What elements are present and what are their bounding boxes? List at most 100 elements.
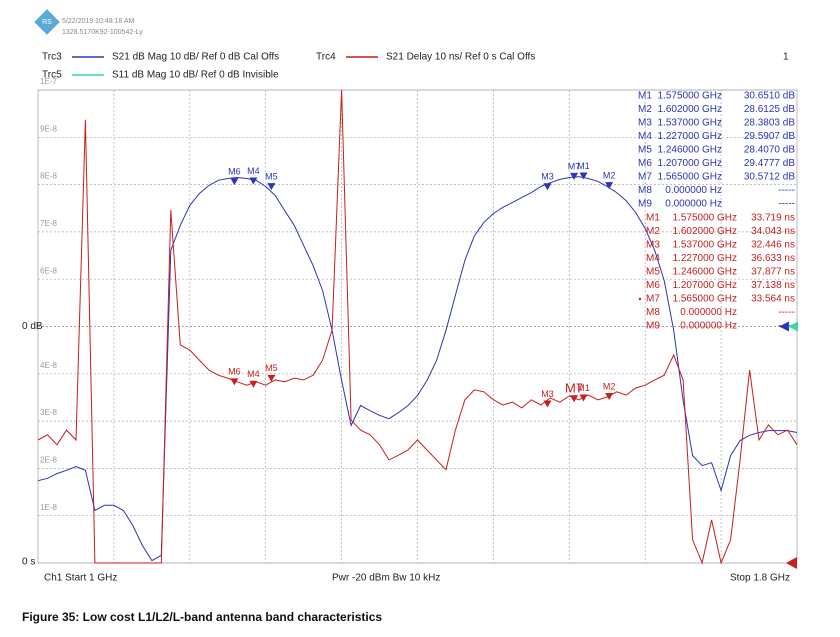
marker-table-frequency: 1.575000 GHz: [673, 213, 738, 224]
marker-table-value: 28.3803 dB: [744, 118, 795, 129]
marker-triangle: [230, 378, 239, 386]
marker-table-name: M7: [646, 294, 660, 305]
marker-table-value: -----: [778, 185, 795, 196]
vertical-grid: [113, 90, 722, 563]
marker-table-name: M8: [646, 307, 660, 318]
marker-table-name: M5: [646, 267, 660, 278]
channel-number: 1: [783, 52, 789, 63]
marker-triangle: [267, 183, 276, 191]
legend-trace-label: S21 Delay 10 ns/ Ref 0 s Cal Offs: [386, 52, 535, 63]
y-tick-label: 7E-8: [40, 219, 57, 228]
marker-table-value: 29.4777 dB: [744, 158, 795, 169]
y-tick-label: 3E-8: [40, 408, 57, 417]
marker-table-name: M7: [638, 172, 652, 183]
marker-table-name: M4: [646, 253, 660, 264]
marker-table-value: 36.633 ns: [751, 253, 795, 264]
legend-trace-name: Trc3: [42, 52, 62, 63]
y-tick-label: 2E-8: [40, 456, 57, 465]
y-tick-label: 4E-8: [40, 361, 57, 370]
x-start-label: Ch1 Start 1 GHz: [44, 573, 117, 584]
marker-triangle: [570, 172, 579, 180]
marker-table-value: 37.877 ns: [751, 267, 795, 278]
marker-table-value: -----: [778, 307, 795, 318]
marker-label: M2: [603, 171, 616, 181]
marker-triangle: [249, 380, 258, 388]
marker-table-frequency: 1.246000 GHz: [673, 267, 738, 278]
marker-table-frequency: 1.575000 GHz: [658, 91, 723, 102]
marker-table-value: 32.446 ns: [751, 240, 795, 251]
marker-table-frequency: 1.227000 GHz: [673, 253, 738, 264]
marker-table-frequency: 1.207000 GHz: [658, 158, 723, 169]
marker-table-frequency: 0.000000 Hz: [665, 199, 722, 210]
marker-label: M4: [247, 166, 260, 176]
marker-table-name: M3: [638, 118, 652, 129]
marker-table-value: 29.5907 dB: [744, 131, 795, 142]
marker-table-frequency: 1.207000 GHz: [673, 280, 738, 291]
marker-triangle: [605, 182, 614, 190]
marker-table-frequency: 0.000000 Hz: [680, 307, 737, 318]
y-tick-label: 9E-8: [40, 124, 57, 133]
marker-table-name: M9: [638, 199, 652, 210]
marker-table-name: M2: [646, 226, 660, 237]
marker-table-value: 37.138 ns: [751, 280, 795, 291]
marker-label: M3: [541, 389, 554, 399]
marker-triangle: [230, 178, 239, 186]
marker-table-name: M4: [638, 131, 652, 142]
marker-triangle: [267, 374, 276, 382]
svg-text:RS: RS: [42, 19, 52, 26]
legend-trace-label: S21 dB Mag 10 dB/ Ref 0 dB Cal Offs: [112, 52, 279, 63]
y-tick-label: 8E-8: [40, 172, 57, 181]
marker-label: M3: [541, 172, 554, 182]
marker-table-frequency: 1.565000 GHz: [658, 172, 723, 183]
reference-arrow: [786, 557, 797, 569]
marker-table-value: 28.4070 dB: [744, 145, 795, 156]
marker-table-frequency: 1.602000 GHz: [658, 104, 723, 115]
marker-label: M6: [228, 166, 241, 176]
marker-label: M5: [265, 363, 278, 373]
marker-table-value: 28.6125 dB: [744, 104, 795, 115]
marker-table-value: 30.6510 dB: [744, 91, 795, 102]
marker-table-frequency: 1.537000 GHz: [658, 118, 723, 129]
caption: Figure 35: Low cost L1/L2/L-band antenna…: [22, 610, 382, 624]
y-tick-label: 6E-8: [40, 266, 57, 275]
x-stop-label: Stop 1.8 GHz: [730, 573, 790, 584]
marker-label: M1: [577, 383, 590, 393]
marker-table-frequency: 1.246000 GHz: [658, 145, 723, 156]
marker-table-frequency: 0.000000 Hz: [680, 321, 737, 332]
x-center-label: Pwr -20 dBm Bw 10 kHz: [332, 573, 440, 584]
marker-table-name: M3: [646, 240, 660, 251]
device-id: 1328.5170K92-100542-Ly: [62, 29, 143, 36]
trace-line: [37, 89, 798, 565]
marker-label: M4: [247, 369, 260, 379]
marker-triangle: [605, 392, 614, 400]
marker-label: M5: [265, 172, 278, 182]
marker-triangle: [570, 395, 579, 403]
marker-table-frequency: 1.537000 GHz: [673, 240, 738, 251]
marker-triangle: [543, 183, 552, 191]
reference-arrow: [779, 321, 789, 332]
marker-triangle: [249, 177, 258, 185]
marker-table-name: M9: [646, 321, 660, 332]
marker-label: M6: [228, 367, 241, 377]
legend-trace-name: Trc5: [42, 70, 62, 81]
marker-label: M7: [568, 161, 581, 171]
legend-trace-name: Trc4: [316, 52, 336, 63]
y-tick-label: 1E-8: [40, 503, 57, 512]
reference-arrow: [788, 321, 798, 332]
marker-table-frequency: 1.227000 GHz: [658, 131, 723, 142]
y-tick-label: 1E-7: [40, 77, 57, 86]
marker-table-value: 34.043 ns: [751, 226, 795, 237]
marker-table-name: M1: [638, 91, 652, 102]
active-marker-dot: [638, 297, 642, 301]
marker-table-frequency: 1.602000 GHz: [673, 226, 738, 237]
marker-table-name: M6: [638, 158, 652, 169]
marker-table-name: M5: [638, 145, 652, 156]
marker-table-value: -----: [778, 199, 795, 210]
marker-table-frequency: 0.000000 Hz: [665, 185, 722, 196]
logo: RS: [34, 9, 60, 35]
marker-label: M1: [577, 161, 590, 171]
marker-table-name: M8: [638, 185, 652, 196]
y2-tick-label: 0 dB: [22, 321, 43, 332]
marker-table-name: M1: [646, 213, 660, 224]
